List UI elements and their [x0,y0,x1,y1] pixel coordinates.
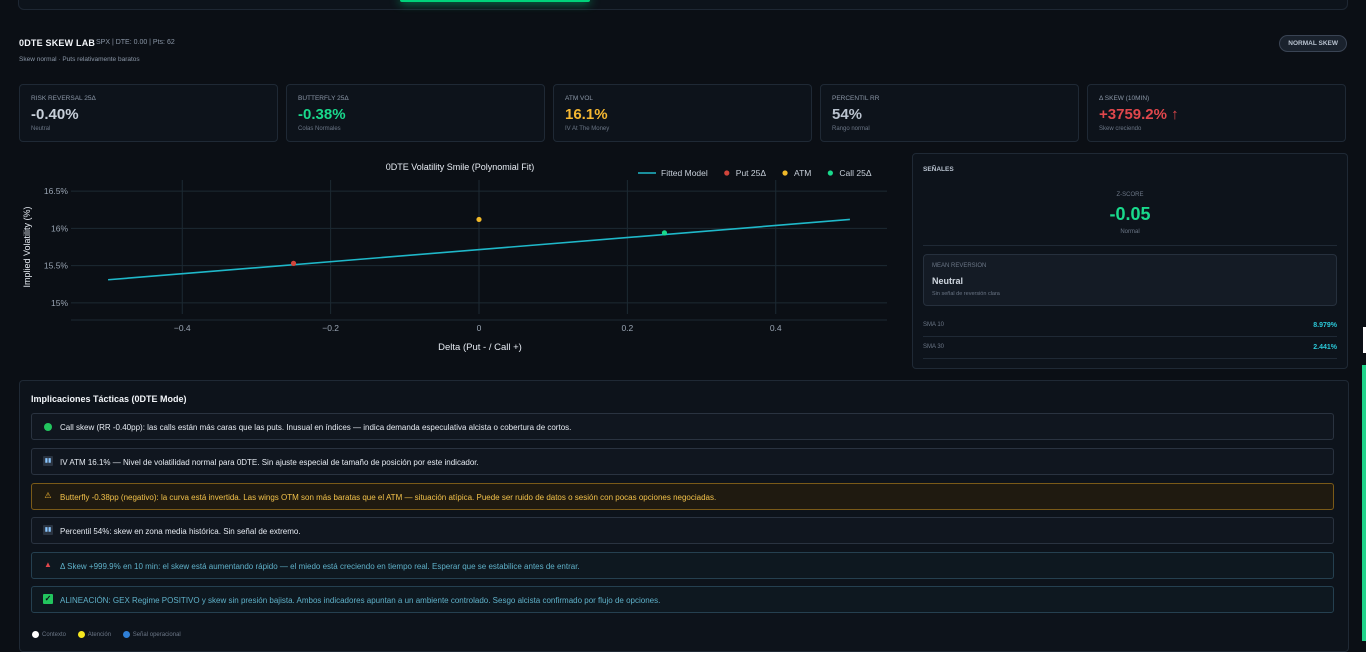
mean-reversion-value: Neutral [932,276,963,286]
legend-swatch-dot [828,170,833,175]
metric-value: 16.1% [565,106,608,123]
metric-sub: Rango normal [832,126,870,132]
legend-label: Fitted Model [661,168,708,178]
implication-row: ▲ Δ Skew +999.9% en 10 min: el skew está… [31,552,1334,579]
sma-row-10: SMA 10 8.979% [923,316,1337,337]
metric-sub: Skew creciendo [1099,126,1141,132]
implications-title: Implicaciones Tácticas (0DTE Mode) [31,394,187,404]
metric-label: BUTTERFLY 25Δ [298,95,349,102]
mean-reversion-box: MEAN REVERSION Neutral Sin señal de reve… [923,254,1337,306]
sma-value: 8.979% [1313,322,1337,329]
implication-row: ⚠ Butterfly -0.38pp (negativo): la curva… [31,483,1334,510]
metric-value: 54% [832,106,862,123]
implication-row: ✓ ALINEACIÓN: GEX Regime POSITIVO y skew… [31,586,1334,613]
page-meta: SPX | DTE: 0.00 | Pts: 62 [96,39,175,46]
metric-card-atm-vol: ATM VOL 16.1% IV At The Money [553,84,812,142]
metric-value: -0.38% [298,106,346,123]
legend-label: Put 25Δ [736,168,767,178]
implication-text: ALINEACIÓN: GEX Regime POSITIVO y skew s… [60,596,660,605]
point-call-25- [662,230,667,235]
volatility-smile-chart: 15% 15.5% 16% 16.5% −0.4 −0.2 0 0.2 0.4 0DTE Vola… [19,152,899,362]
green-dot-icon [44,423,52,431]
bar-chart-icon: ▮▮ [43,525,53,535]
top-panel-glow [400,0,590,2]
z-score-label: Z-SCORE [913,192,1347,198]
chart-title: 0DTE Volatility Smile (Polynomial Fit) [386,162,535,172]
sma-value: 2.441% [1313,344,1337,351]
page-title: 0DTE SKEW LAB [19,38,95,48]
white-dot-icon [32,631,39,638]
x-tick-label: 0.2 [621,323,633,333]
implication-text: Percentil 54%: skew en zona media histór… [60,527,301,536]
y-tick-label: 16% [51,223,68,233]
x-tick-label: 0 [477,323,482,333]
page-scrollbar[interactable] [1362,0,1366,641]
x-tick-label: 0.4 [770,323,782,333]
yellow-dot-icon [78,631,85,638]
metric-value: -0.40% [31,106,79,123]
metric-card-risk-reversal: RISK REVERSAL 25Δ -0.40% Neutral [19,84,278,142]
x-axis-label: Delta (Put - / Call +) [438,342,522,353]
warning-icon: ⚠ [43,491,53,501]
metric-label: ATM VOL [565,95,593,102]
alarm-icon: ▲ [43,560,53,570]
implication-text: Call skew (RR -0.40pp): las calls están … [60,423,571,432]
signals-divider [923,245,1337,246]
y-tick-label: 15.5% [44,261,69,271]
implications-legend: Contexto Atención Señal operacional [32,631,191,638]
sma-row-30: SMA 30 2.441% [923,338,1337,359]
implication-text: IV ATM 16.1% — Nivel de volatilidad norm… [60,458,479,467]
sma-key: SMA 30 [923,344,944,350]
signals-panel: SEÑALES Z-SCORE -0.05 Normal MEAN REVERS… [912,153,1348,369]
z-score-sub: Normal [913,229,1347,235]
legend-swatch-dot [782,170,787,175]
implication-row: ▮▮ IV ATM 16.1% — Nivel de volatilidad n… [31,448,1334,475]
page-subtitle: Skew normal · Puts relativamente baratos [19,56,140,63]
bar-chart-icon: ▮▮ [43,456,53,466]
sma-key: SMA 10 [923,322,944,328]
check-icon: ✓ [43,594,53,604]
metric-card-butterfly: BUTTERFLY 25Δ -0.38% Colas Normales [286,84,545,142]
metric-sub: IV At The Money [565,126,609,132]
implication-row: Call skew (RR -0.40pp): las calls están … [31,413,1334,440]
regime-badge: NORMAL SKEW [1279,35,1347,52]
legend-context: Contexto [32,631,66,638]
metric-label: RISK REVERSAL 25Δ [31,95,96,102]
volatility-smile-svg: 15% 15.5% 16% 16.5% −0.4 −0.2 0 0.2 0.4 0DTE Vola… [19,152,899,362]
metric-label: PERCENTIL RR [832,95,879,102]
top-panel-edge [18,0,1348,10]
signals-title: SEÑALES [923,166,954,173]
legend-label: Call 25Δ [839,168,871,178]
implications-panel: Implicaciones Tácticas (0DTE Mode) Call … [19,380,1349,652]
legend-operational: Señal operacional [123,631,181,638]
point-put-25- [291,261,296,266]
mean-reversion-label: MEAN REVERSION [932,263,986,269]
point-atm [476,217,481,222]
z-score-value: -0.05 [913,204,1347,225]
metric-card-percentil-rr: PERCENTIL RR 54% Rango normal [820,84,1079,142]
implication-text: Butterfly -0.38pp (negativo): la curva e… [60,493,716,502]
legend-attention: Atención [78,631,111,638]
blue-dot-icon [123,631,130,638]
y-tick-label: 16.5% [44,186,69,196]
y-axis-label: Implied Volatility (%) [22,206,32,287]
x-tick-label: −0.4 [174,323,191,333]
metric-card-delta-skew: Δ SKEW (10MIN) +3759.2% ↑ Skew creciendo [1087,84,1346,142]
implication-row: ▮▮ Percentil 54%: skew en zona media his… [31,517,1334,544]
metric-sub: Neutral [31,126,50,132]
metric-sub: Colas Normales [298,126,341,132]
metric-label: Δ SKEW (10MIN) [1099,95,1149,102]
mean-reversion-sub: Sin señal de reversión clara [932,291,1000,297]
metric-value: +3759.2% ↑ [1099,106,1179,123]
legend-swatch-dot [724,170,729,175]
x-tick-label: −0.2 [322,323,339,333]
y-tick-label: 15% [51,298,68,308]
implication-text: Δ Skew +999.9% en 10 min: el skew está a… [60,562,580,571]
legend-label: ATM [794,168,811,178]
scrollbar-thumb[interactable] [1362,365,1366,641]
